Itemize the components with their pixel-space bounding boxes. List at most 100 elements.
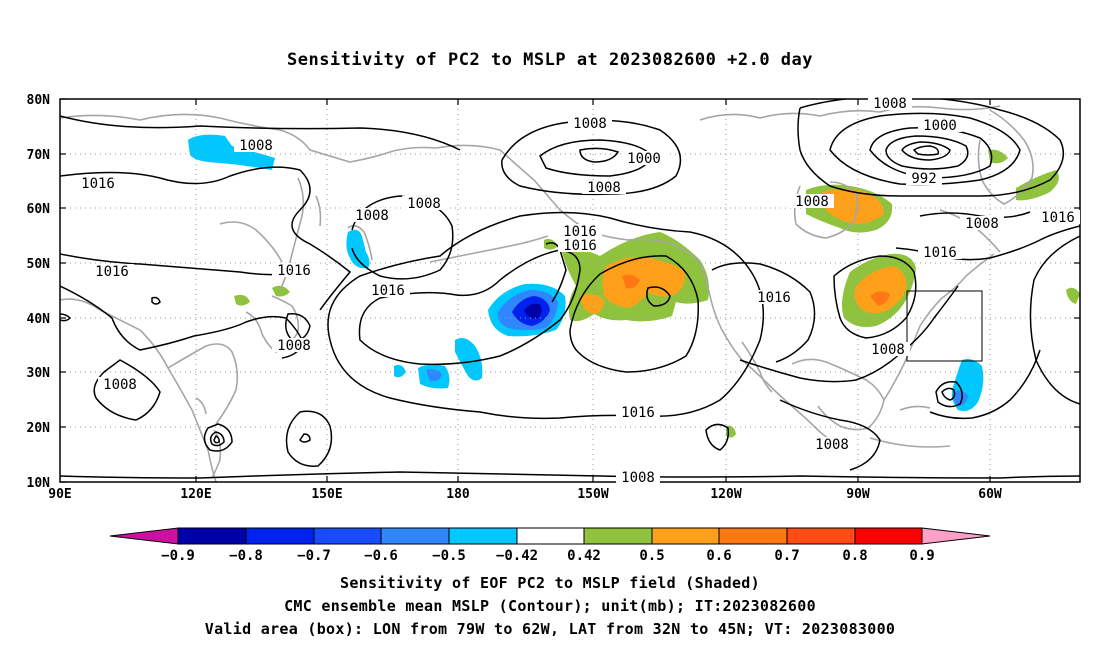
colorbar-label: 0.42 [567, 548, 601, 564]
coast-okhotsk [219, 221, 283, 263]
contour-label: 1016 [277, 263, 311, 279]
lon-label-150e: 150E [311, 487, 342, 502]
coastlines [60, 105, 1034, 482]
coast-alaska [435, 144, 701, 263]
colorbar-bin-3 [313, 527, 382, 545]
contour-label: 1008 [103, 377, 137, 393]
contour-aleutian-1008 [351, 195, 454, 280]
contour-arctic-high-ring-3 [912, 145, 940, 156]
lat-label-60n: 60N [27, 202, 51, 217]
contour-label: 992 [911, 171, 936, 187]
shade-pos-arctic-ne [988, 149, 1008, 164]
colorbar-label: −0.7 [297, 548, 331, 564]
contour-arctic-high-ring-2 [901, 141, 951, 161]
colorbar-label: 0.9 [909, 548, 934, 564]
contour-label: 1000 [627, 151, 661, 167]
shade-neg-subtropic-1 [455, 338, 483, 381]
coast-taiwan-phil [195, 397, 222, 479]
coast-greenland [977, 109, 1034, 205]
shade-pos-okhotsk [272, 285, 290, 297]
lat-label-50n: 50N [27, 257, 51, 272]
lat-label-70n: 70N [27, 148, 51, 163]
contour-label: 1008 [871, 342, 905, 358]
shade-pos-greatlakes-dark [870, 291, 890, 306]
shade-neg-subtropic-4 [394, 364, 406, 378]
colorbar-label: 0.7 [774, 548, 799, 564]
shade-pos-pacific-tiny [680, 291, 696, 304]
contour-label: 1008 [239, 138, 273, 154]
contour-label: 1008 [873, 96, 907, 112]
shade-neg-central-pacific-center [524, 303, 542, 319]
shade-pos-alaska-small [544, 238, 558, 250]
contour-label: 1016 [621, 405, 655, 421]
contour-japan-small [285, 313, 311, 341]
contour-arctic-high-1000 [829, 112, 1021, 186]
caption-valid-area: Valid area (box): LON from 79W to 62W, L… [204, 620, 896, 638]
contour-arctic-high-1008 [797, 99, 1065, 197]
colorbar [109, 527, 991, 545]
graticule [60, 99, 1080, 482]
contour-label: 1016 [1041, 210, 1075, 226]
lon-label-90e: 90E [48, 487, 71, 502]
colorbar-over-triangle [921, 527, 991, 545]
coast-florida-east [883, 253, 995, 401]
shade-pos-far-east [1066, 287, 1080, 304]
contour-labels: 1008 1016 1016 1008 1008 1008 1008 1000 … [76, 96, 1080, 486]
contour-pacific-high-1016-inner [358, 249, 581, 366]
lon-label-150w: 150W [577, 487, 608, 502]
lon-label-120w: 120W [710, 487, 741, 502]
contour-label: 1016 [923, 245, 957, 261]
contour-label: 1008 [795, 194, 829, 210]
contour-small-islet-2 [60, 313, 72, 322]
shade-pos-greatlakes-orange [854, 266, 907, 314]
coast-aleutians [429, 235, 549, 263]
colorbar-bin-2 [245, 527, 315, 545]
lat-label-80n: 80N [27, 93, 51, 108]
map-title: Sensitivity of PC2 to MSLP at 2023082600… [286, 50, 813, 70]
contour-label: 1008 [277, 338, 311, 354]
colorbar-bin-1 [177, 527, 247, 545]
contour-label: 1016 [371, 283, 405, 299]
contour-atlantic-low-2 [941, 387, 956, 401]
colorbar-label: −0.6 [364, 548, 398, 564]
colorbar-bin-8 [651, 527, 720, 545]
contour-arctic-1008-west [60, 115, 461, 151]
shade-neg-bering [346, 229, 370, 269]
lat-label-20n: 20N [27, 421, 51, 436]
contour-label: 1008 [573, 116, 607, 132]
contour-pacific-high-2 [569, 255, 699, 373]
contour-wpac-small [299, 433, 311, 443]
coast-caribbean [869, 405, 951, 448]
mslp-contours [60, 99, 1080, 479]
contour-gulf-ak-low [545, 242, 567, 303]
latitude-labels: 80N 70N 60N 50N 40N 30N 20N 10N [27, 93, 51, 491]
coast-canada-arctic [699, 105, 1001, 121]
contour-label: 1016 [563, 224, 597, 240]
colorbar-bin-6 [516, 527, 585, 545]
lat-label-30n: 30N [27, 366, 51, 381]
colorbar-label: 0.5 [639, 548, 664, 564]
plot-frame [59, 98, 1081, 483]
contour-label: 1008 [621, 470, 655, 486]
colorbar-bin-5 [448, 527, 518, 545]
colorbar-bin-11 [854, 527, 923, 545]
colorbar-label: 0.6 [706, 548, 731, 564]
shade-pos-gulf-alaska-dark [622, 274, 640, 289]
shade-pos-gulf-alaska-orange-2 [580, 293, 604, 314]
contour-atlantic-east-1016 [1029, 235, 1080, 405]
contour-phil-low-1 [203, 423, 233, 452]
contour-atlantic-low-1 [935, 380, 963, 408]
colorbar-label: −0.42 [496, 548, 538, 564]
contour-mexico-low [705, 423, 730, 451]
contour-china-1008 [93, 359, 161, 421]
shade-pos-hudson-orange [822, 189, 884, 224]
shaded-sensitivity [188, 134, 1080, 438]
lat-label-10n: 10N [27, 476, 51, 491]
caption-shaded: Sensitivity of EOF PC2 to MSLP field (Sh… [340, 574, 760, 592]
contour-label: 1000 [923, 118, 957, 134]
contour-na-1008 [739, 285, 959, 383]
coast-siberia [60, 113, 437, 163]
colorbar-label: −0.9 [161, 548, 195, 564]
contour-arctic-high-ring-1 [885, 135, 969, 170]
